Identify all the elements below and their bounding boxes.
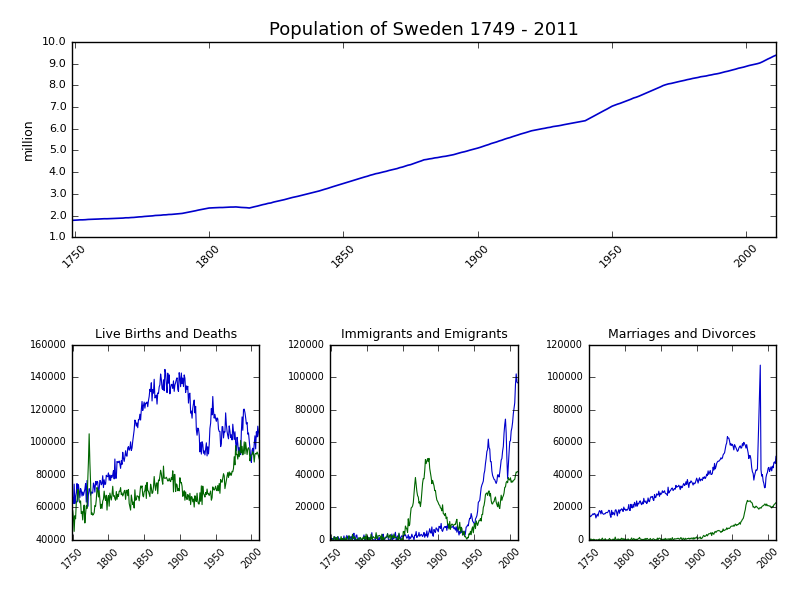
Y-axis label: million: million — [22, 119, 35, 160]
Title: Immigrants and Emigrants: Immigrants and Emigrants — [341, 328, 507, 341]
Title: Live Births and Deaths: Live Births and Deaths — [94, 328, 237, 341]
Title: Population of Sweden 1749 - 2011: Population of Sweden 1749 - 2011 — [269, 21, 579, 39]
Title: Marriages and Divorces: Marriages and Divorces — [609, 328, 756, 341]
